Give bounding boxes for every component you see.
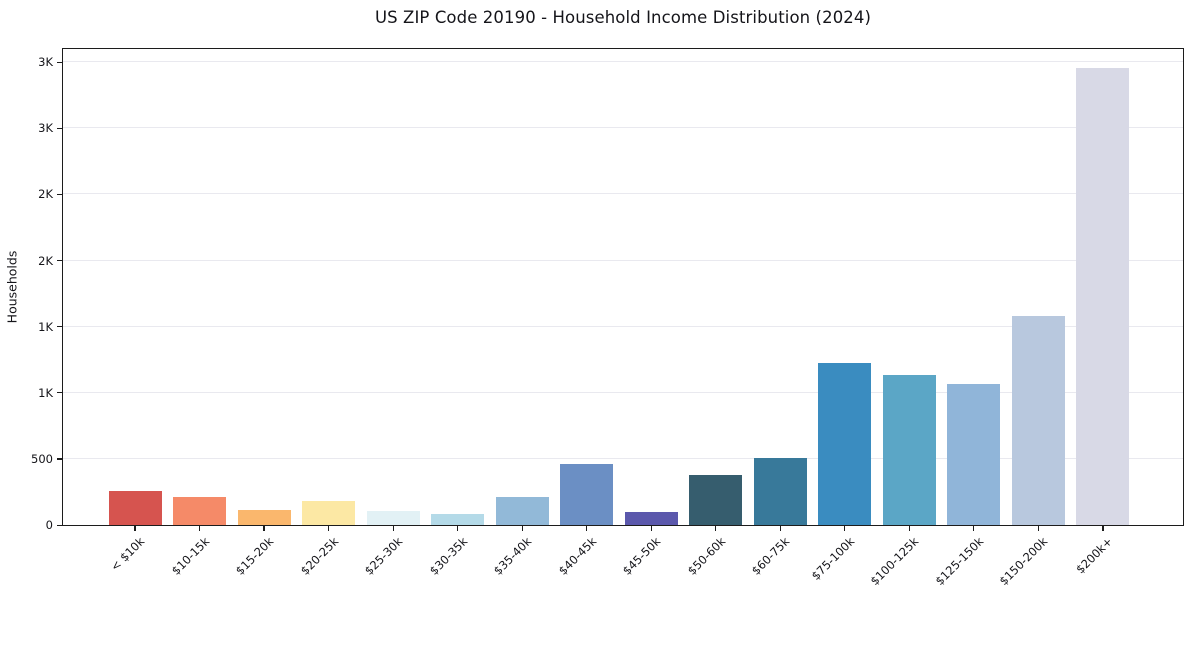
y-tick-label: 1K xyxy=(38,385,53,400)
x-tick-mark xyxy=(1037,526,1039,531)
x-tick-mark xyxy=(134,526,136,531)
x-tick-label: $15-20k xyxy=(232,534,277,578)
y-tick-label: 500 xyxy=(31,451,53,466)
x-tick-label: $100-125k xyxy=(867,534,922,589)
income-distribution-chart: US ZIP Code 20190 - Household Income Dis… xyxy=(5,8,1184,588)
y-tick-mark xyxy=(57,193,62,196)
y-tick-mark xyxy=(57,326,62,328)
y-tick-mark xyxy=(57,524,62,526)
x-tick-mark xyxy=(844,526,846,531)
gridline xyxy=(63,127,1183,129)
x-tick-mark xyxy=(650,526,652,531)
x-tick-label: $75-100k xyxy=(808,534,858,583)
y-tick-mark xyxy=(57,127,62,130)
x-tick-mark xyxy=(327,526,330,531)
x-tick-mark xyxy=(521,526,523,531)
x-tick-label: $30-35k xyxy=(426,534,470,578)
bar xyxy=(173,497,227,525)
bar xyxy=(624,511,678,525)
x-tick-label: < $10k xyxy=(107,534,148,574)
y-tick-label: 2K xyxy=(38,253,53,268)
bar xyxy=(495,496,549,525)
x-tick-mark xyxy=(779,526,781,531)
gridline xyxy=(63,325,1183,327)
chart-title: US ZIP Code 20190 - Household Income Dis… xyxy=(374,8,872,27)
x-tick-label: $150-200k xyxy=(996,534,1051,589)
bar xyxy=(689,475,743,525)
bar xyxy=(1076,67,1130,525)
bar xyxy=(818,363,872,525)
y-tick-mark xyxy=(57,260,62,262)
x-tick-mark xyxy=(973,526,975,531)
x-tick-label: $25-30k xyxy=(361,534,406,578)
x-tick-label: $200k+ xyxy=(1073,534,1116,577)
bar xyxy=(108,491,162,525)
y-tick-mark xyxy=(57,392,62,394)
bar xyxy=(237,510,291,525)
gridline xyxy=(63,259,1183,261)
x-tick-mark xyxy=(715,526,717,531)
y-tick-mark xyxy=(57,61,62,63)
bar xyxy=(431,514,485,525)
bar xyxy=(302,501,356,525)
plot-area xyxy=(62,48,1184,526)
bar xyxy=(366,511,420,525)
bar xyxy=(560,463,614,525)
x-tick-mark xyxy=(392,526,394,531)
x-tick-mark xyxy=(908,526,910,531)
gridline xyxy=(63,61,1183,63)
x-tick-label: $45-50k xyxy=(620,534,664,578)
bar xyxy=(753,457,807,525)
x-tick-label: $20-25k xyxy=(297,534,341,578)
y-tick-label: 0 xyxy=(45,518,53,532)
x-tick-mark xyxy=(198,526,201,531)
x-tick-label: $125-150k xyxy=(932,534,987,589)
bar xyxy=(1011,316,1065,525)
x-tick-mark xyxy=(1102,526,1104,531)
x-tick-label: $50-60k xyxy=(684,534,728,578)
x-tick-label: $60-75k xyxy=(749,534,793,578)
bar xyxy=(882,374,936,525)
y-tick-label: 3K xyxy=(38,121,53,136)
gridline xyxy=(63,193,1183,195)
x-tick-mark xyxy=(457,526,459,531)
x-tick-label: $40-45k xyxy=(555,534,599,578)
gridline xyxy=(63,391,1183,393)
x-tick-label: $35-40k xyxy=(490,534,535,578)
gridline xyxy=(63,457,1183,459)
x-tick-label: $10-15k xyxy=(168,534,212,578)
bar xyxy=(947,384,1001,525)
x-tick-mark xyxy=(263,526,265,531)
x-tick-mark xyxy=(586,526,588,531)
y-tick-label: 2K xyxy=(38,187,53,202)
y-tick-mark xyxy=(57,458,62,460)
y-tick-label: 1K xyxy=(38,319,53,334)
y-tick-label: 3K xyxy=(38,55,53,70)
